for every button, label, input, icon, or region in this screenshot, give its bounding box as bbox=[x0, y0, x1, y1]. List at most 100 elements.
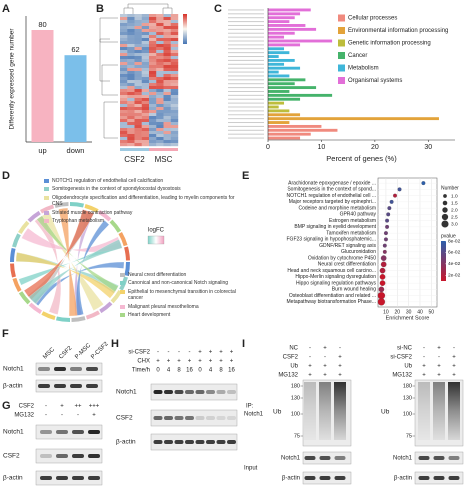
heatmap-cell bbox=[156, 14, 164, 18]
chord-sector bbox=[110, 290, 122, 304]
dendrogram-branch bbox=[123, 7, 134, 14]
heatmap-cell bbox=[163, 71, 171, 75]
heatmap-cell bbox=[163, 50, 171, 54]
heatmap-cell bbox=[170, 113, 179, 117]
heatmap-cell bbox=[134, 143, 142, 147]
heatmap-cell bbox=[170, 14, 179, 18]
heatmap-cell bbox=[149, 116, 157, 120]
heatmap-cell bbox=[141, 107, 150, 111]
y-tick-label: Arachidonate epoxygenase / epoxide ... bbox=[288, 180, 376, 186]
heatmap-cell bbox=[120, 86, 128, 90]
heatmap-cell bbox=[120, 29, 128, 33]
label-placeholder bbox=[228, 13, 264, 15]
condition-sign: +++ bbox=[89, 404, 100, 410]
blot-band bbox=[88, 454, 100, 458]
condition-sign: 8 bbox=[177, 368, 181, 374]
condition-sign: + bbox=[209, 350, 213, 356]
heatmap-cell bbox=[163, 65, 171, 69]
heatmap-cell bbox=[170, 23, 179, 27]
marker-label: 180 bbox=[291, 383, 300, 389]
condition-label: NC bbox=[289, 346, 298, 352]
heatmap-cell bbox=[141, 71, 150, 75]
label-placeholder bbox=[228, 48, 264, 50]
x-tick-label: 20 bbox=[371, 144, 379, 151]
heatmap-cell bbox=[149, 95, 157, 99]
heatmap-cell bbox=[170, 143, 179, 147]
heatmap-cell bbox=[120, 113, 128, 117]
heatmap-cell bbox=[134, 98, 142, 102]
heatmap-cell bbox=[156, 122, 164, 126]
heatmap-cell bbox=[127, 110, 135, 114]
row-label: CSF2 bbox=[3, 453, 20, 460]
heatmap-cell bbox=[141, 77, 150, 81]
heatmap-cell bbox=[127, 107, 135, 111]
heatmap-cell bbox=[127, 98, 135, 102]
heatmap-cell bbox=[120, 65, 128, 69]
chord-sector bbox=[118, 232, 128, 247]
ub-smear bbox=[334, 382, 346, 440]
label-placeholder bbox=[228, 17, 264, 19]
label-placeholder bbox=[228, 44, 264, 46]
condition-label: Ub bbox=[290, 364, 298, 370]
chord-bottom-legend: Neural crest differentiation Canonical an… bbox=[120, 272, 238, 320]
heatmap-cell bbox=[134, 53, 142, 57]
blot-band bbox=[38, 384, 50, 388]
heatmap-cell bbox=[156, 107, 164, 111]
column-label: CSF2 bbox=[58, 345, 74, 361]
legend-item: Oligodendrocyte specification and differ… bbox=[44, 195, 240, 209]
chord-sector bbox=[10, 247, 16, 262]
heatmap-cell bbox=[163, 122, 171, 126]
blot-band bbox=[227, 390, 236, 394]
heatmap-cell bbox=[163, 119, 171, 123]
x-tick-label: 30 bbox=[406, 309, 412, 315]
label-placeholder bbox=[228, 24, 264, 26]
chord-ribbon bbox=[36, 215, 119, 293]
chord-sector bbox=[85, 310, 100, 320]
dot bbox=[389, 199, 394, 204]
heatmap-cell bbox=[141, 143, 150, 147]
heatmap-cell bbox=[141, 17, 150, 21]
heatmap-cell bbox=[163, 77, 171, 81]
heatmap-cell bbox=[156, 113, 164, 117]
color-legend-title: pvalue bbox=[441, 233, 456, 239]
legend-label: Cancer bbox=[348, 53, 367, 59]
dendrogram-branch bbox=[162, 7, 173, 14]
heatmap-cell bbox=[141, 119, 150, 123]
heatmap-cell bbox=[120, 128, 128, 132]
heatmap-cell bbox=[149, 35, 157, 39]
label-placeholder bbox=[228, 52, 264, 54]
heatmap-cell bbox=[120, 26, 128, 30]
bar bbox=[268, 35, 285, 39]
ip-label: Notch1 bbox=[244, 412, 264, 418]
heatmap-cell bbox=[156, 104, 164, 108]
heatmap-cell bbox=[141, 44, 150, 48]
group-label: MSC bbox=[155, 155, 173, 164]
condition-sign: + bbox=[452, 364, 456, 370]
heatmap-cell bbox=[149, 68, 157, 72]
panel-letter: C bbox=[214, 3, 222, 15]
heatmap-cell bbox=[170, 29, 179, 33]
dot bbox=[379, 267, 386, 274]
legend-swatch bbox=[338, 77, 345, 84]
heatmap-cell bbox=[156, 41, 164, 45]
heatmap-cell bbox=[134, 101, 142, 105]
size-legend-label: 3.0 bbox=[451, 221, 458, 227]
y-tick-label: Osteoblast differentiation and related .… bbox=[289, 293, 376, 299]
heatmap-cell bbox=[149, 47, 157, 51]
label-placeholder bbox=[228, 118, 264, 120]
color-tick-label: 4e-02 bbox=[448, 261, 461, 267]
dot bbox=[383, 237, 388, 242]
heatmap-cell bbox=[149, 119, 157, 123]
condition-sign: - bbox=[178, 350, 180, 356]
chord-sector bbox=[18, 220, 30, 234]
heatmap-cell bbox=[120, 101, 128, 105]
heatmap-cell bbox=[134, 56, 142, 60]
marker-label: 75 bbox=[294, 433, 300, 439]
logfc-label: logFC bbox=[148, 228, 165, 234]
y-tick-label: Oxidation by cytochrome P450 bbox=[308, 255, 376, 261]
heatmap-cell bbox=[170, 116, 179, 120]
blot-band bbox=[206, 416, 215, 420]
dendrogram-branch bbox=[99, 17, 118, 43]
heatmap-cell bbox=[170, 101, 179, 105]
heatmap-cell bbox=[149, 14, 157, 18]
